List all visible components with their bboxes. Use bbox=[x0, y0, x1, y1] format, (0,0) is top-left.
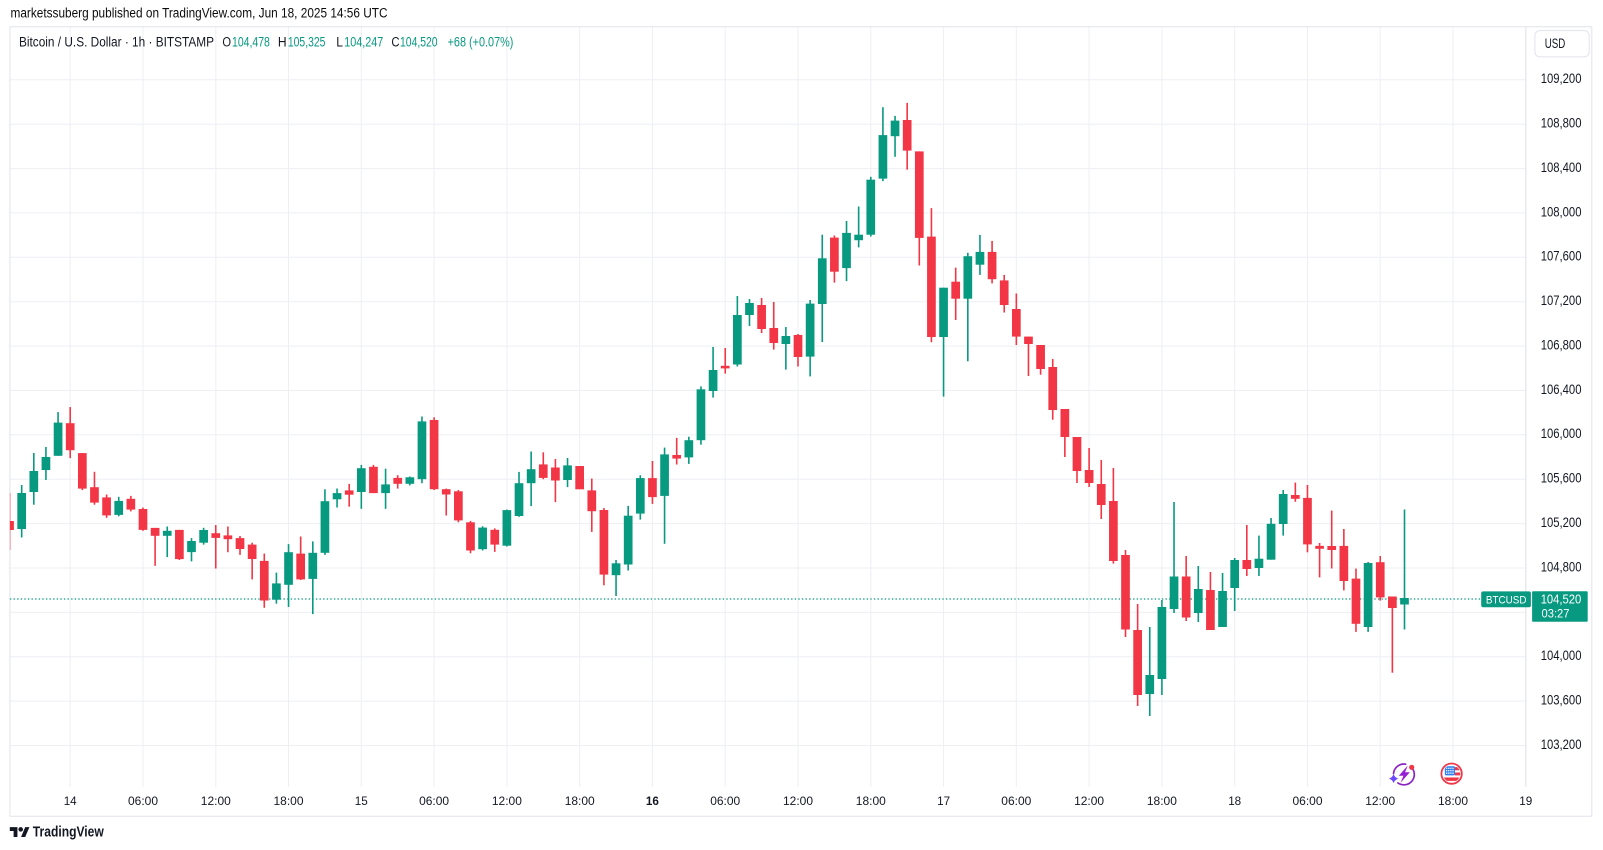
svg-text:104,000: 104,000 bbox=[1541, 648, 1582, 663]
svg-text:12:00: 12:00 bbox=[1365, 794, 1395, 808]
svg-text:03:27: 03:27 bbox=[1542, 608, 1570, 621]
svg-text:108,800: 108,800 bbox=[1541, 116, 1582, 131]
svg-text:06:00: 06:00 bbox=[1293, 794, 1323, 808]
svg-text:18:00: 18:00 bbox=[274, 794, 304, 808]
svg-text:BTCUSD: BTCUSD bbox=[1486, 594, 1527, 606]
svg-text:12:00: 12:00 bbox=[783, 794, 813, 808]
svg-text:107,600: 107,600 bbox=[1541, 249, 1582, 264]
svg-text:06:00: 06:00 bbox=[128, 794, 158, 808]
svg-text:+68 (+0.07%): +68 (+0.07%) bbox=[448, 34, 514, 49]
svg-text:105,200: 105,200 bbox=[1541, 515, 1582, 530]
svg-text:15: 15 bbox=[355, 794, 368, 808]
svg-text:104,520: 104,520 bbox=[400, 34, 438, 49]
svg-text:L: L bbox=[336, 34, 343, 49]
svg-text:105,600: 105,600 bbox=[1541, 471, 1582, 486]
svg-text:104,520: 104,520 bbox=[1541, 593, 1582, 607]
svg-text:106,000: 106,000 bbox=[1541, 426, 1582, 441]
svg-text:12:00: 12:00 bbox=[201, 794, 231, 808]
svg-text:106,400: 106,400 bbox=[1541, 382, 1582, 397]
svg-text:O: O bbox=[222, 34, 231, 49]
svg-text:103,200: 103,200 bbox=[1541, 737, 1582, 752]
svg-text:18:00: 18:00 bbox=[1438, 794, 1468, 808]
svg-text:16: 16 bbox=[646, 794, 659, 808]
svg-text:Bitcoin / U.S. Dollar · 1h · B: Bitcoin / U.S. Dollar · 1h · BITSTAMP bbox=[19, 34, 214, 49]
svg-text:109,200: 109,200 bbox=[1541, 71, 1582, 86]
svg-text:06:00: 06:00 bbox=[1001, 794, 1031, 808]
svg-text:105,325: 105,325 bbox=[288, 34, 326, 49]
svg-text:104,247: 104,247 bbox=[344, 34, 383, 49]
svg-text:14: 14 bbox=[64, 794, 77, 808]
svg-text:104,478: 104,478 bbox=[232, 34, 270, 49]
svg-text:18:00: 18:00 bbox=[856, 794, 886, 808]
svg-text:107,200: 107,200 bbox=[1541, 293, 1582, 308]
svg-text:108,400: 108,400 bbox=[1541, 160, 1582, 175]
svg-text:103,600: 103,600 bbox=[1541, 693, 1582, 708]
svg-text:12:00: 12:00 bbox=[492, 794, 522, 808]
svg-text:H: H bbox=[278, 34, 287, 49]
svg-text:18:00: 18:00 bbox=[565, 794, 595, 808]
svg-text:19: 19 bbox=[1519, 794, 1532, 808]
svg-text:106,800: 106,800 bbox=[1541, 338, 1582, 353]
svg-text:104,800: 104,800 bbox=[1541, 559, 1582, 574]
svg-text:06:00: 06:00 bbox=[710, 794, 740, 808]
svg-text:12:00: 12:00 bbox=[1074, 794, 1104, 808]
svg-text:18: 18 bbox=[1228, 794, 1241, 808]
svg-text:17: 17 bbox=[937, 794, 950, 808]
svg-text:18:00: 18:00 bbox=[1147, 794, 1177, 808]
svg-text:marketssuberg published on Tra: marketssuberg published on TradingView.c… bbox=[11, 6, 388, 21]
svg-text:C: C bbox=[391, 34, 399, 49]
svg-text:USD: USD bbox=[1545, 36, 1566, 51]
svg-text:06:00: 06:00 bbox=[419, 794, 449, 808]
svg-text:108,000: 108,000 bbox=[1541, 204, 1582, 219]
svg-text:TradingView: TradingView bbox=[33, 824, 105, 840]
